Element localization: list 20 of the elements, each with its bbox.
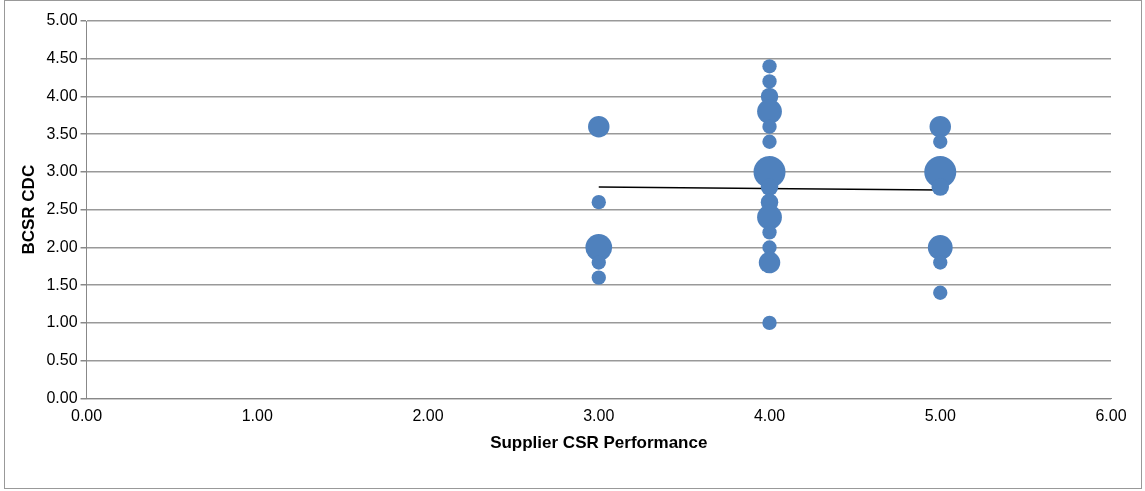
x-tick-label: 1.00 [241, 407, 273, 425]
y-axis-title: BCSR CDC [18, 164, 38, 255]
x-tick-label: 3.00 [583, 407, 615, 425]
x-tick-label: 5.00 [924, 407, 956, 425]
y-tick-label: 1.50 [46, 275, 78, 293]
y-tick-label: 5.00 [46, 11, 78, 29]
x-tick-label: 2.00 [412, 407, 444, 425]
y-tick-label: 4.50 [46, 49, 78, 67]
y-tick-label: 1.00 [46, 313, 78, 331]
y-tick-label: 4.00 [46, 86, 78, 104]
y-tick-label: 3.50 [46, 124, 78, 142]
x-tick-label: 0.00 [70, 407, 103, 425]
x-axis-title: Supplier CSR Performance [490, 433, 708, 453]
y-tick-label: 3.00 [46, 162, 78, 180]
y-tick-label: 0.00 [46, 388, 78, 406]
y-tick-label: 0.50 [46, 351, 78, 369]
x-tick-label: 6.00 [1095, 407, 1127, 425]
y-tick-label: 2.00 [46, 237, 78, 255]
y-tick-label: 2.50 [46, 200, 78, 218]
x-tick-label: 4.00 [753, 407, 786, 425]
